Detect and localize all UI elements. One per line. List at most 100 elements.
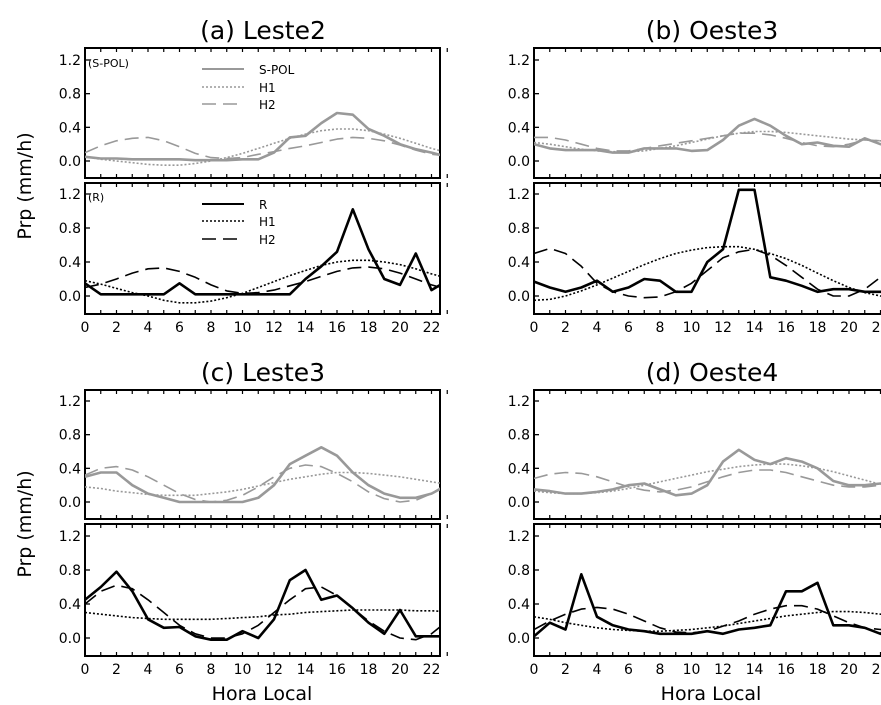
x-axis-label-left: Hora Local bbox=[212, 683, 313, 705]
x-tick-label: 2 bbox=[561, 662, 570, 678]
x-tick-label: 0 bbox=[530, 662, 539, 678]
x-tick-label: 4 bbox=[144, 662, 153, 678]
legend-top-label-2: H1 bbox=[259, 81, 276, 95]
series-s-pol-top bbox=[85, 111, 440, 162]
series-s-pol-top bbox=[534, 448, 881, 497]
y-tick-label: 0.8 bbox=[508, 87, 530, 103]
y-tick-label: 0.0 bbox=[508, 631, 530, 647]
y-tick-label: 0.4 bbox=[508, 120, 530, 136]
panel-title-b: (b) Oeste3 bbox=[646, 16, 779, 45]
y-tick-label: 0.4 bbox=[59, 120, 81, 136]
legend-bottom-tag: (R) bbox=[88, 191, 104, 204]
x-tick-label: 16 bbox=[328, 662, 346, 678]
series-h2-bot bbox=[534, 247, 881, 299]
x-tick-label: 8 bbox=[207, 320, 216, 336]
series-h1-top bbox=[534, 463, 881, 495]
series-r-bot bbox=[85, 208, 440, 296]
subplot-frame-top bbox=[533, 47, 881, 179]
subplot-frame-bot bbox=[533, 182, 881, 315]
x-tick-label: 18 bbox=[809, 320, 827, 336]
series-h1-top bbox=[85, 128, 440, 166]
x-tick-label: 18 bbox=[360, 662, 378, 678]
y-tick-label: 0.0 bbox=[59, 495, 81, 511]
legend-top-label-3: H2 bbox=[259, 98, 276, 112]
y-axis-label-bottom: Prp (mm/h) bbox=[14, 470, 36, 577]
series-h2-bot bbox=[85, 266, 440, 295]
y-tick-label: 0.8 bbox=[508, 428, 530, 444]
x-tick-label: 0 bbox=[81, 662, 90, 678]
x-tick-label: 14 bbox=[297, 662, 315, 678]
legend-top: (S-POL) S-POL H1 H2 bbox=[88, 57, 295, 112]
legend-bottom-label-2: H1 bbox=[259, 215, 276, 229]
x-tick-label: 2 bbox=[112, 662, 121, 678]
legend-bottom-label-3: H2 bbox=[259, 233, 276, 247]
x-tick-label: 14 bbox=[746, 662, 764, 678]
series-h2-bot bbox=[85, 584, 440, 641]
x-axis-label-right: Hora Local bbox=[661, 683, 762, 705]
panel-a: 0.0 0.4 0.8 1.2 0.0 0.4 0.8 1.2 0 2 4 6 8 10 12 14 16 18 2… bbox=[59, 47, 448, 336]
series-h2-top bbox=[534, 469, 881, 493]
series-s-pol-top bbox=[534, 117, 881, 154]
x-tick-label: 14 bbox=[746, 320, 764, 336]
panel-c: 0.0 0.4 0.8 1.2 0.0 0.4 0.8 1.2 0 2 4 6 8 10 12 14 16 18 2… bbox=[59, 389, 448, 678]
series-r-bot bbox=[85, 568, 440, 642]
series-h2-top bbox=[85, 464, 440, 503]
x-tick-label: 8 bbox=[656, 320, 665, 336]
series-r-bot bbox=[534, 188, 881, 294]
y-tick-label: 0.8 bbox=[59, 87, 81, 103]
y-tick-label: 0.8 bbox=[59, 221, 81, 237]
x-tick-label: 20 bbox=[840, 320, 858, 336]
subplot-frame-bot bbox=[84, 523, 441, 657]
series-r-bot bbox=[534, 572, 881, 638]
series-h1-bot bbox=[534, 610, 881, 633]
legend-bottom-label-1: R bbox=[259, 198, 267, 212]
y-tick-label: 1.2 bbox=[59, 187, 81, 203]
x-tick-label: 16 bbox=[777, 320, 795, 336]
x-tick-label: 18 bbox=[360, 320, 378, 336]
y-tick-label: 0.4 bbox=[59, 597, 81, 613]
y-axis-label-top: Prp (mm/h) bbox=[14, 132, 36, 239]
x-tick-label: 4 bbox=[593, 320, 602, 336]
legend-top-tag: (S-POL) bbox=[88, 57, 129, 70]
series-s-pol-top bbox=[85, 445, 440, 504]
x-tick-label: 18 bbox=[809, 662, 827, 678]
x-tick-label: 4 bbox=[593, 662, 602, 678]
y-tick-label: 0.0 bbox=[508, 289, 530, 305]
x-tick-label: 22 bbox=[423, 662, 441, 678]
x-tick-label: 12 bbox=[714, 662, 732, 678]
x-tick-label: 8 bbox=[656, 662, 665, 678]
x-tick-label: 0 bbox=[81, 320, 90, 336]
y-tick-label: 1.2 bbox=[508, 394, 530, 410]
y-tick-label: 0.4 bbox=[59, 461, 81, 477]
x-tick-label: 6 bbox=[175, 662, 184, 678]
x-tick-label: 2 bbox=[112, 320, 121, 336]
subplot-frame-top bbox=[533, 389, 881, 520]
x-tick-label: 12 bbox=[265, 662, 283, 678]
x-tick-label: 12 bbox=[714, 320, 732, 336]
x-tick-label: 16 bbox=[328, 320, 346, 336]
legend-bottom: (R) R H1 H2 bbox=[88, 191, 276, 247]
x-tick-label: 20 bbox=[391, 320, 409, 336]
subplot-frame-bot bbox=[533, 523, 881, 657]
y-tick-label: 0.8 bbox=[508, 563, 530, 579]
series-h1-top bbox=[85, 471, 440, 497]
y-tick-label: 1.2 bbox=[508, 53, 530, 69]
x-tick-label: 22 bbox=[872, 662, 881, 678]
x-tick-label: 8 bbox=[207, 662, 216, 678]
x-tick-label: 0 bbox=[530, 320, 539, 336]
subplot-frame-bot bbox=[84, 182, 441, 315]
series-h1-top bbox=[534, 130, 881, 153]
plot-layer: 0.0 0.4 0.8 1.2 0.0 0.4 0.8 1.2 0 2 4 6 8 10 12 14 16 18 2… bbox=[59, 47, 881, 678]
y-tick-label: 1.2 bbox=[508, 187, 530, 203]
x-tick-label: 16 bbox=[777, 662, 795, 678]
y-tick-label: 0.4 bbox=[508, 461, 530, 477]
x-tick-label: 20 bbox=[391, 662, 409, 678]
series-h1-bot bbox=[85, 609, 440, 621]
y-tick-label: 0.8 bbox=[59, 428, 81, 444]
legend-top-label-1: S-POL bbox=[259, 63, 295, 77]
series-h2-top bbox=[534, 132, 881, 152]
x-tick-label: 22 bbox=[423, 320, 441, 336]
y-tick-label: 0.0 bbox=[59, 154, 81, 170]
x-tick-label: 10 bbox=[234, 320, 252, 336]
y-tick-label: 0.0 bbox=[508, 495, 530, 511]
